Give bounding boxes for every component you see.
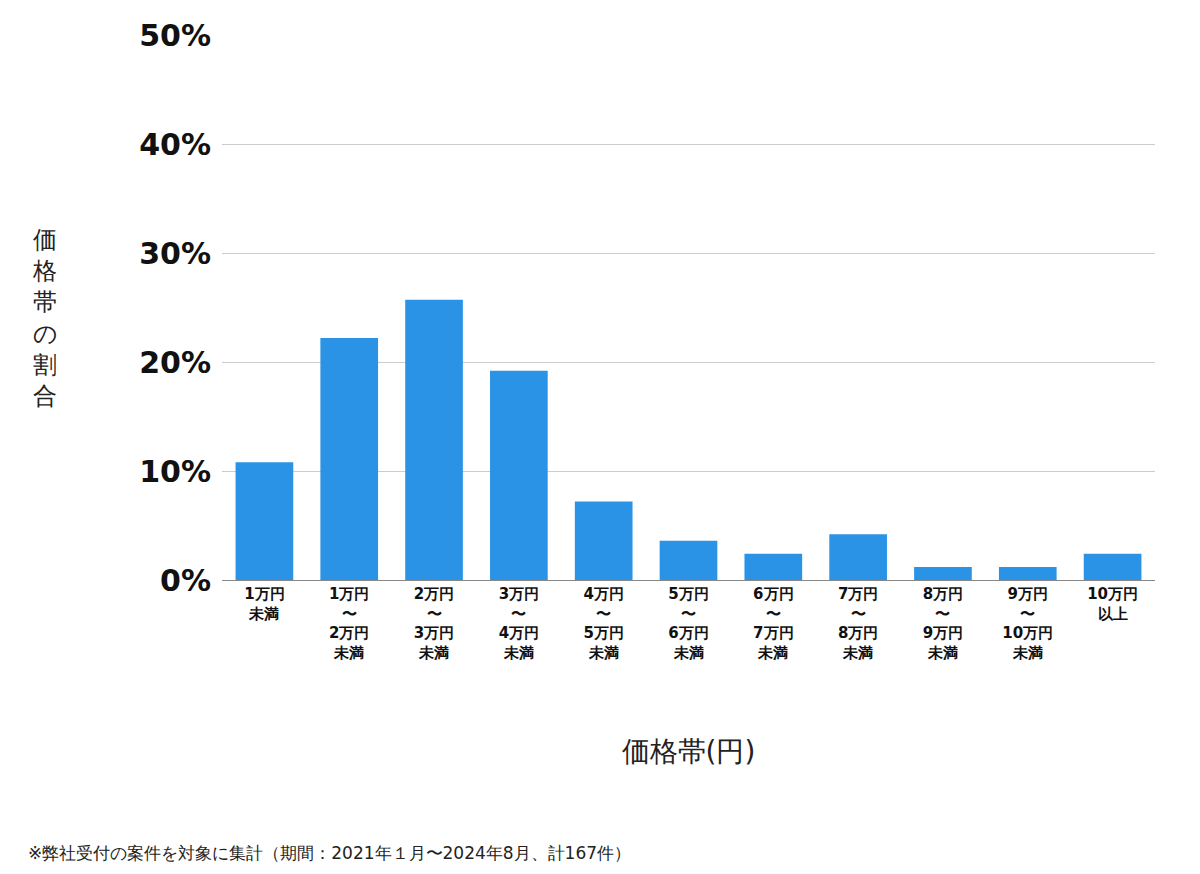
svg-text:40%: 40% xyxy=(139,127,211,162)
svg-text:8万円〜9万円未満: 8万円〜9万円未満 xyxy=(923,585,963,662)
svg-text:4万円〜5万円未満: 4万円〜5万円未満 xyxy=(583,585,623,662)
svg-text:価格帯の割合: 価格帯の割合 xyxy=(32,226,58,410)
svg-text:10%: 10% xyxy=(139,454,211,489)
svg-text:7万円〜8万円未満: 7万円〜8万円未満 xyxy=(838,585,878,662)
svg-text:10万円以上: 10万円以上 xyxy=(1087,585,1138,623)
svg-text:3万円〜4万円未満: 3万円〜4万円未満 xyxy=(499,585,539,662)
svg-text:1万円未満: 1万円未満 xyxy=(244,585,284,623)
svg-text:0%: 0% xyxy=(160,563,211,598)
svg-text:2万円〜3万円未満: 2万円〜3万円未満 xyxy=(414,585,454,662)
svg-text:20%: 20% xyxy=(139,345,211,380)
svg-text:50%: 50% xyxy=(139,18,211,53)
svg-text:価格帯(円): 価格帯(円) xyxy=(622,735,756,768)
svg-text:5万円〜6万円未満: 5万円〜6万円未満 xyxy=(668,585,708,662)
svg-text:30%: 30% xyxy=(139,236,211,271)
svg-text:9万円〜10万円未満: 9万円〜10万円未満 xyxy=(1002,585,1053,662)
svg-text:1万円〜2万円未満: 1万円〜2万円未満 xyxy=(329,585,369,662)
svg-text:6万円〜7万円未満: 6万円〜7万円未満 xyxy=(753,585,793,662)
svg-text:※弊社受付の案件を対象に集計（期間：2021年１月〜2024: ※弊社受付の案件を対象に集計（期間：2021年１月〜2024年8月、計167件） xyxy=(28,843,631,863)
